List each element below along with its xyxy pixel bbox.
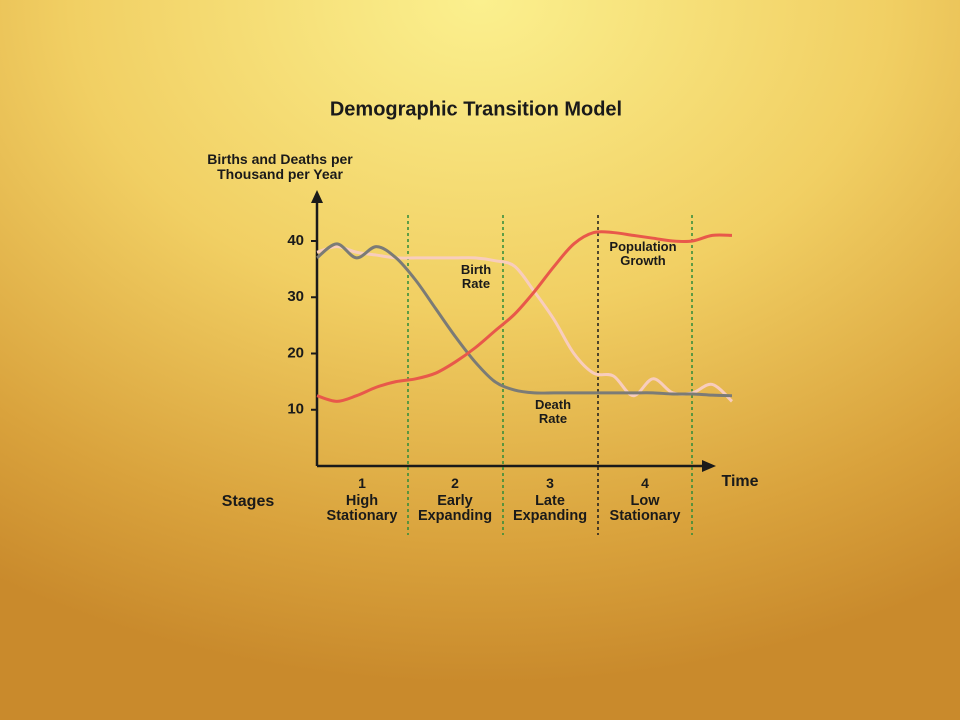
stage-name: Early Expanding: [417, 493, 493, 525]
x-axis-arrow: [702, 460, 716, 472]
series-line: [316, 230, 733, 403]
series-line: [316, 242, 733, 398]
stage-number: 4: [641, 475, 649, 491]
x-axis-label: Time: [721, 473, 758, 490]
y-axis-label: Births and Deaths per Thousand per Year: [207, 151, 353, 182]
series-line: [316, 245, 734, 403]
stage-number: 1: [358, 475, 366, 491]
series-label: Birth Rate: [460, 262, 492, 291]
y-tick-label: 30: [287, 288, 304, 305]
stage-name: Late Expanding: [512, 493, 588, 525]
y-tick-label: 10: [287, 401, 304, 418]
chart-title: Demographic Transition Model: [330, 98, 622, 120]
stage-number: 3: [546, 475, 554, 491]
series-label: Population Growth: [609, 239, 677, 268]
stages-label: Stages: [222, 493, 275, 510]
stage-number: 2: [451, 475, 459, 491]
y-tick-label: 20: [287, 344, 304, 361]
series-label: Death Rate: [534, 397, 572, 426]
y-tick-label: 40: [287, 232, 304, 249]
stage-name: Low Stationary: [609, 493, 681, 525]
stage-name: High Stationary: [326, 493, 398, 525]
y-axis-arrow: [311, 190, 323, 203]
